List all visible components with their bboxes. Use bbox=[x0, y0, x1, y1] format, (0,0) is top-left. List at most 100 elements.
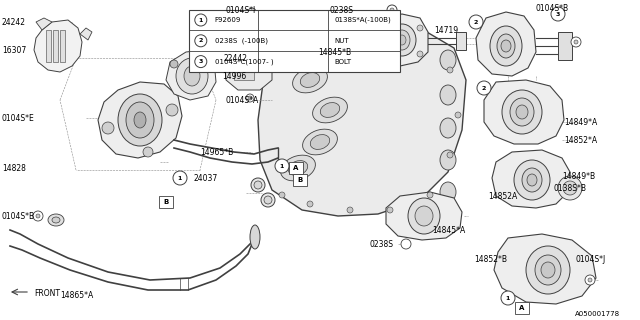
Text: 22442: 22442 bbox=[224, 53, 248, 62]
Ellipse shape bbox=[312, 97, 348, 123]
Text: 24037: 24037 bbox=[194, 173, 218, 182]
Circle shape bbox=[357, 33, 363, 39]
Circle shape bbox=[551, 7, 565, 21]
Ellipse shape bbox=[394, 30, 410, 50]
Bar bbox=[53, 30, 58, 62]
Ellipse shape bbox=[514, 160, 550, 200]
Bar bbox=[234, 70, 254, 80]
Bar bbox=[159, 196, 173, 208]
Ellipse shape bbox=[440, 118, 456, 138]
Text: 1: 1 bbox=[178, 175, 182, 180]
Ellipse shape bbox=[102, 122, 114, 134]
Text: NUT: NUT bbox=[334, 38, 349, 44]
Text: B: B bbox=[163, 199, 168, 205]
Ellipse shape bbox=[206, 64, 214, 72]
Ellipse shape bbox=[535, 255, 561, 285]
Ellipse shape bbox=[527, 174, 537, 186]
Ellipse shape bbox=[440, 150, 456, 170]
Bar bbox=[46, 30, 51, 62]
Ellipse shape bbox=[48, 214, 64, 226]
Bar bbox=[293, 174, 307, 186]
Polygon shape bbox=[386, 192, 462, 240]
Circle shape bbox=[36, 214, 40, 218]
Circle shape bbox=[195, 35, 207, 47]
Text: 1: 1 bbox=[198, 18, 203, 22]
Circle shape bbox=[427, 192, 433, 198]
Ellipse shape bbox=[314, 56, 326, 64]
Ellipse shape bbox=[280, 155, 316, 181]
Circle shape bbox=[195, 56, 207, 68]
Text: 2: 2 bbox=[482, 85, 486, 91]
Ellipse shape bbox=[490, 26, 522, 66]
Ellipse shape bbox=[440, 85, 456, 105]
Circle shape bbox=[571, 37, 581, 47]
Ellipse shape bbox=[516, 105, 528, 119]
Bar bbox=[234, 40, 254, 50]
Bar bbox=[558, 32, 572, 60]
Circle shape bbox=[417, 51, 423, 57]
Circle shape bbox=[417, 25, 423, 31]
Text: 0238S: 0238S bbox=[370, 239, 394, 249]
Circle shape bbox=[195, 14, 207, 26]
Ellipse shape bbox=[501, 40, 511, 52]
Text: 3: 3 bbox=[198, 59, 203, 64]
Circle shape bbox=[379, 51, 385, 57]
Ellipse shape bbox=[440, 182, 456, 202]
Text: 14996: 14996 bbox=[222, 71, 246, 81]
Text: 14828: 14828 bbox=[2, 164, 26, 172]
Text: 14852A: 14852A bbox=[488, 191, 517, 201]
Polygon shape bbox=[34, 20, 82, 72]
Text: 14845*B: 14845*B bbox=[318, 47, 351, 57]
Ellipse shape bbox=[563, 181, 577, 195]
Text: 14865*A: 14865*A bbox=[60, 292, 93, 300]
Polygon shape bbox=[492, 150, 570, 208]
Circle shape bbox=[248, 8, 256, 16]
Circle shape bbox=[387, 207, 393, 213]
Ellipse shape bbox=[408, 198, 440, 234]
Text: 1: 1 bbox=[280, 164, 284, 169]
Ellipse shape bbox=[415, 206, 433, 226]
Bar bbox=[515, 302, 529, 314]
Text: 1: 1 bbox=[506, 295, 510, 300]
Ellipse shape bbox=[440, 50, 456, 70]
Circle shape bbox=[379, 25, 385, 31]
Circle shape bbox=[254, 181, 262, 189]
Circle shape bbox=[287, 47, 293, 53]
Circle shape bbox=[347, 207, 353, 213]
Circle shape bbox=[501, 291, 515, 305]
Text: A: A bbox=[519, 305, 525, 311]
Text: 14845*A: 14845*A bbox=[432, 226, 465, 235]
Ellipse shape bbox=[126, 102, 154, 138]
Bar bbox=[234, 55, 254, 65]
Text: 0238S: 0238S bbox=[330, 5, 354, 14]
Polygon shape bbox=[494, 234, 596, 304]
Polygon shape bbox=[374, 14, 428, 66]
Ellipse shape bbox=[497, 34, 515, 58]
Text: 3: 3 bbox=[556, 12, 560, 17]
Text: A: A bbox=[293, 165, 299, 171]
Text: 0104S*E: 0104S*E bbox=[2, 114, 35, 123]
Circle shape bbox=[264, 196, 272, 204]
Circle shape bbox=[246, 94, 254, 102]
Text: 0104S*A: 0104S*A bbox=[226, 95, 259, 105]
Ellipse shape bbox=[300, 73, 320, 87]
Circle shape bbox=[173, 171, 187, 185]
Text: B: B bbox=[298, 177, 303, 183]
Ellipse shape bbox=[526, 246, 570, 294]
Text: FRONT: FRONT bbox=[34, 289, 60, 298]
Ellipse shape bbox=[118, 94, 162, 146]
Ellipse shape bbox=[541, 262, 555, 278]
Text: 14719: 14719 bbox=[434, 26, 458, 35]
Circle shape bbox=[250, 10, 254, 14]
Text: F92609: F92609 bbox=[215, 17, 241, 23]
Text: 14965*B: 14965*B bbox=[200, 148, 233, 156]
Text: 14852*B: 14852*B bbox=[474, 255, 507, 265]
Polygon shape bbox=[476, 12, 536, 76]
Circle shape bbox=[469, 15, 483, 29]
Circle shape bbox=[248, 96, 252, 100]
Ellipse shape bbox=[250, 225, 260, 249]
Polygon shape bbox=[258, 22, 466, 216]
Polygon shape bbox=[36, 18, 52, 30]
Circle shape bbox=[401, 239, 411, 249]
Ellipse shape bbox=[320, 103, 340, 117]
